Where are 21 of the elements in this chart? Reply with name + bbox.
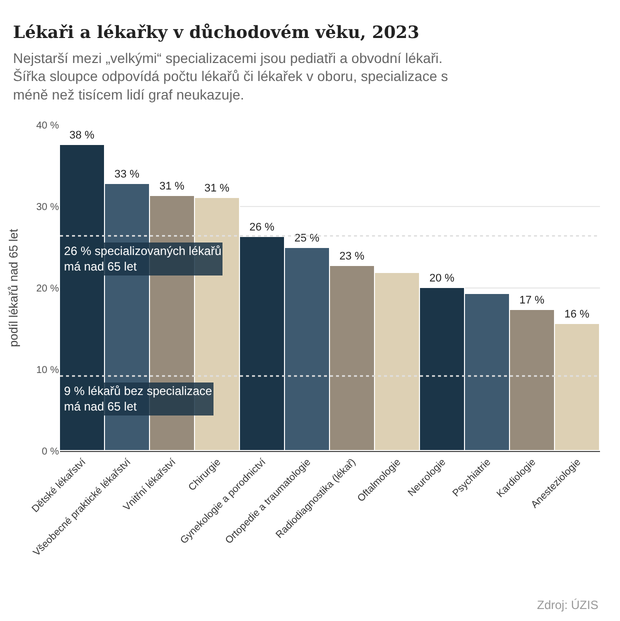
ref-line-label: 9 % lékařů bez specializace má nad 65 let — [64, 384, 212, 414]
data-label: 31 % — [204, 182, 230, 194]
y-tick-label: 10 % — [36, 365, 60, 376]
y-tick-label: 20 % — [36, 284, 60, 294]
data-label: 26 % — [249, 222, 275, 234]
ref-line-label: 26 % specializovaných lékařů má nad 65 let — [64, 244, 222, 274]
y-tick-label: 40 % — [36, 120, 60, 132]
data-label: 20 % — [429, 272, 455, 284]
data-label: 23 % — [339, 250, 365, 262]
data-label: 17 % — [519, 294, 545, 306]
y-axis-title: podíl lékařů nad 65 let — [6, 228, 21, 348]
data-label: 25 % — [294, 232, 320, 244]
data-label: 33 % — [114, 168, 140, 180]
data-label: 38 % — [69, 130, 95, 142]
data-label: 16 % — [564, 308, 590, 320]
text: Zdroj: ÚZIS — [537, 598, 598, 612]
chart-subtitle: Nejstarší mezi „velkými“ specializacemi jsou pediatři a obvodní lékaři. Šířka sloupce odpovídá počtu lékařů či lékařek v oboru, specializace s méně než tisícem lidí graf neukazuje. — [13, 50, 448, 102]
chart-title: Lékaři a lékařky v důchodovém věku, 2023 — [13, 23, 420, 43]
y-tick-label: 30 % — [36, 202, 60, 213]
data-label: 31 % — [159, 180, 185, 192]
y-tick-label: 0 % — [42, 446, 60, 458]
